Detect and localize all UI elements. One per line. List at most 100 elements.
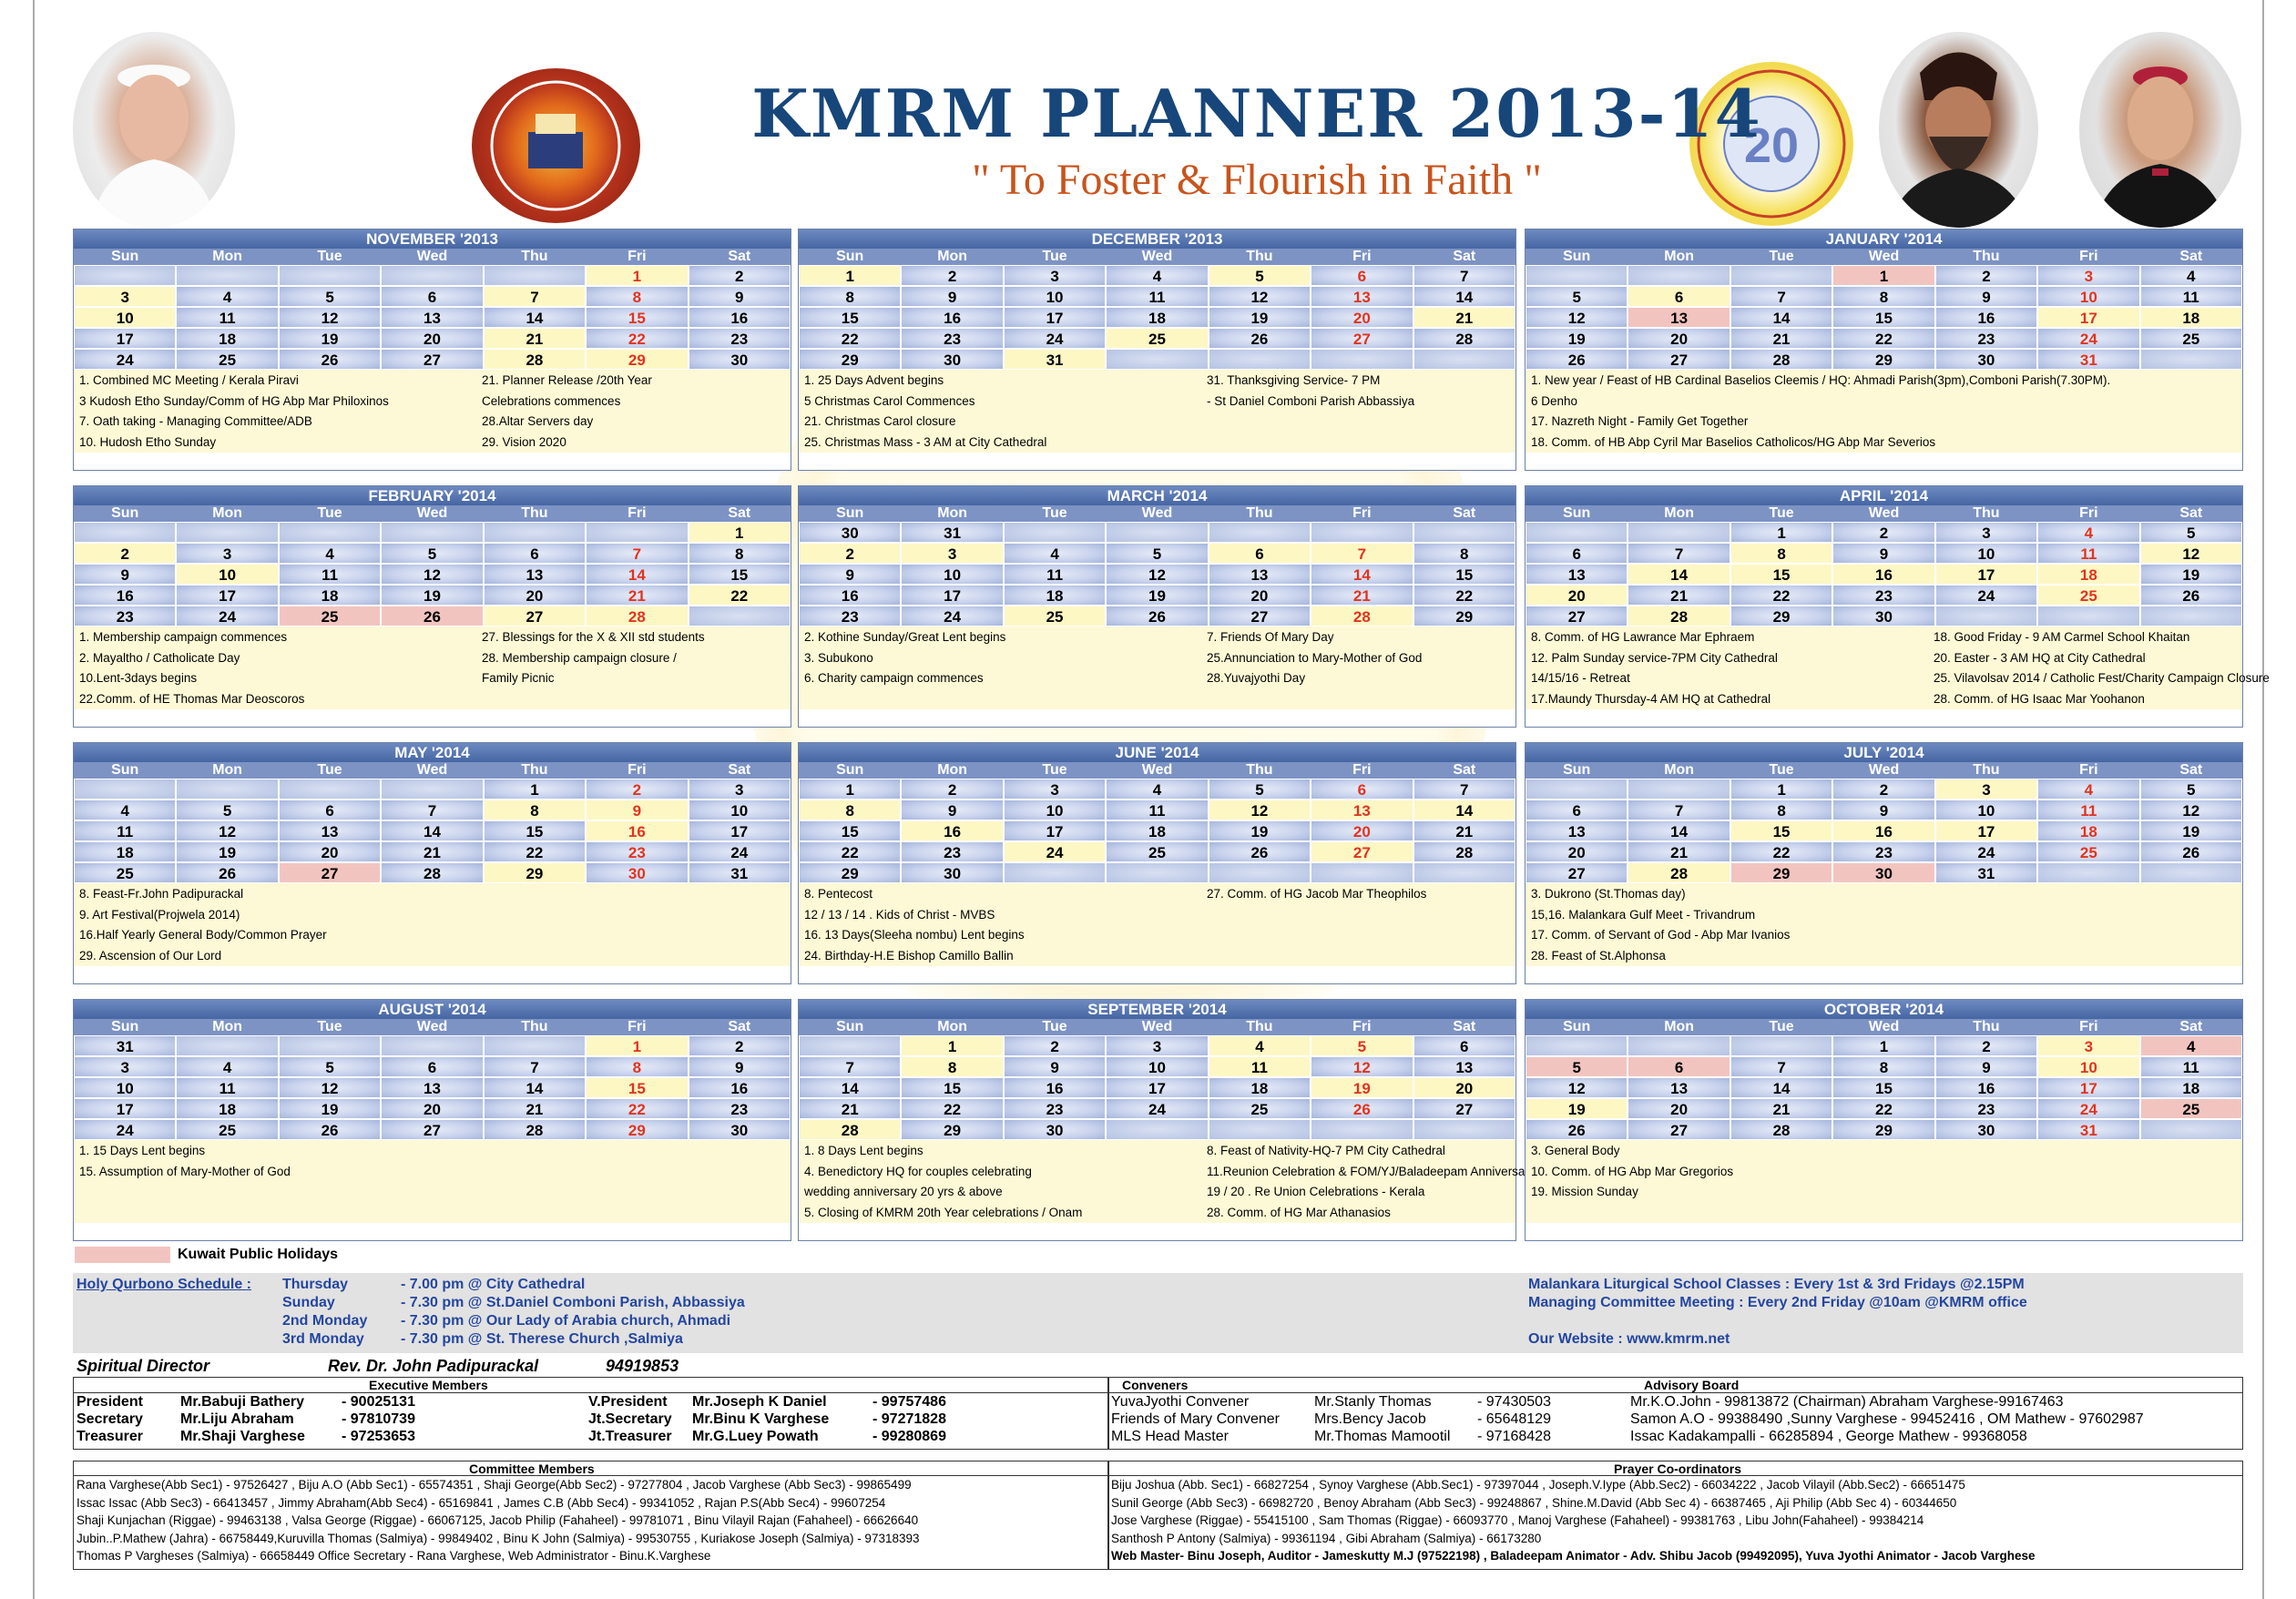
day-cell[interactable]: 30 (901, 862, 1004, 883)
day-cell[interactable]: 21 (1628, 585, 1730, 606)
day-cell[interactable]: 11 (74, 820, 177, 841)
day-cell[interactable]: 1 (901, 1035, 1004, 1056)
day-cell[interactable]: 3 (901, 543, 1004, 564)
day-cell[interactable] (1311, 522, 1413, 543)
day-cell[interactable]: 25 (2037, 585, 2140, 606)
day-cell[interactable]: 21 (1413, 820, 1515, 841)
day-cell[interactable]: 17 (2037, 1077, 2140, 1098)
day-cell[interactable]: 15 (799, 820, 902, 841)
day-cell[interactable]: 6 (1526, 543, 1628, 564)
day-cell[interactable] (2139, 1119, 2242, 1140)
day-cell[interactable]: 16 (1003, 1077, 1107, 1098)
day-cell[interactable]: 4 (278, 543, 382, 564)
day-cell[interactable]: 6 (1628, 286, 1730, 307)
day-cell[interactable]: 2 (901, 265, 1004, 286)
day-cell[interactable]: 11 (1003, 564, 1107, 585)
day-cell[interactable]: 2 (688, 265, 791, 286)
day-cell[interactable] (1208, 522, 1311, 543)
day-cell[interactable] (1526, 522, 1628, 543)
day-cell[interactable]: 30 (688, 1119, 791, 1140)
day-cell[interactable] (1413, 862, 1515, 883)
day-cell[interactable]: 15 (1730, 820, 1833, 841)
day-cell[interactable] (688, 606, 791, 626)
day-cell[interactable]: 22 (1413, 585, 1515, 606)
day-cell[interactable]: 20 (1628, 1098, 1730, 1119)
day-cell[interactable]: 11 (2139, 286, 2242, 307)
day-cell[interactable]: 28 (1730, 349, 1833, 370)
day-cell[interactable]: 30 (1003, 1119, 1107, 1140)
day-cell[interactable]: 30 (1934, 1119, 2038, 1140)
day-cell[interactable]: 17 (901, 585, 1004, 606)
day-cell[interactable]: 3 (74, 1056, 177, 1077)
day-cell[interactable]: 5 (278, 1056, 382, 1077)
day-cell[interactable]: 12 (1208, 286, 1311, 307)
day-cell[interactable]: 12 (381, 564, 484, 585)
day-cell[interactable]: 23 (901, 841, 1004, 862)
day-cell[interactable]: 11 (2037, 543, 2140, 564)
day-cell[interactable]: 25 (1003, 606, 1107, 626)
day-cell[interactable]: 19 (1526, 1098, 1628, 1119)
day-cell[interactable]: 16 (1832, 820, 1935, 841)
day-cell[interactable] (278, 779, 382, 800)
day-cell[interactable] (1003, 522, 1107, 543)
day-cell[interactable]: 27 (1311, 841, 1413, 862)
day-cell[interactable]: 11 (176, 307, 279, 328)
day-cell[interactable]: 22 (1730, 585, 1833, 606)
day-cell[interactable]: 24 (2037, 1098, 2140, 1119)
day-cell[interactable]: 22 (799, 328, 902, 349)
day-cell[interactable] (1208, 862, 1311, 883)
day-cell[interactable] (1628, 1035, 1730, 1056)
day-cell[interactable]: 31 (2037, 1119, 2140, 1140)
day-cell[interactable]: 3 (1003, 779, 1107, 800)
day-cell[interactable]: 12 (2139, 800, 2242, 820)
day-cell[interactable]: 29 (586, 1119, 689, 1140)
day-cell[interactable]: 9 (1003, 1056, 1107, 1077)
day-cell[interactable]: 30 (799, 522, 902, 543)
day-cell[interactable]: 12 (1208, 800, 1311, 820)
day-cell[interactable]: 18 (1106, 307, 1209, 328)
day-cell[interactable] (1934, 606, 2038, 626)
day-cell[interactable]: 24 (1003, 328, 1107, 349)
day-cell[interactable]: 16 (901, 307, 1004, 328)
day-cell[interactable]: 23 (586, 841, 689, 862)
day-cell[interactable]: 15 (483, 820, 587, 841)
day-cell[interactable]: 2 (586, 779, 689, 800)
day-cell[interactable]: 27 (381, 1119, 484, 1140)
day-cell[interactable]: 22 (901, 1098, 1004, 1119)
day-cell[interactable]: 14 (1413, 800, 1515, 820)
day-cell[interactable]: 26 (2139, 841, 2242, 862)
day-cell[interactable]: 8 (586, 1056, 689, 1077)
day-cell[interactable]: 9 (901, 286, 1004, 307)
day-cell[interactable]: 26 (1208, 841, 1311, 862)
day-cell[interactable]: 15 (1730, 564, 1833, 585)
day-cell[interactable]: 18 (2037, 564, 2140, 585)
day-cell[interactable] (1311, 1119, 1413, 1140)
day-cell[interactable]: 21 (586, 585, 689, 606)
day-cell[interactable]: 21 (1730, 1098, 1833, 1119)
day-cell[interactable]: 30 (586, 862, 689, 883)
day-cell[interactable]: 14 (1413, 286, 1515, 307)
day-cell[interactable]: 11 (2139, 1056, 2242, 1077)
day-cell[interactable] (1730, 1035, 1833, 1056)
day-cell[interactable]: 30 (901, 349, 1004, 370)
day-cell[interactable]: 13 (1526, 820, 1628, 841)
day-cell[interactable] (1106, 522, 1209, 543)
day-cell[interactable]: 6 (278, 800, 382, 820)
day-cell[interactable]: 2 (1003, 1035, 1107, 1056)
day-cell[interactable]: 2 (1832, 522, 1935, 543)
day-cell[interactable]: 14 (483, 307, 587, 328)
day-cell[interactable]: 22 (1832, 1098, 1935, 1119)
day-cell[interactable]: 18 (2139, 1077, 2242, 1098)
day-cell[interactable]: 5 (1526, 286, 1628, 307)
day-cell[interactable]: 28 (1628, 606, 1730, 626)
day-cell[interactable]: 19 (2139, 820, 2242, 841)
day-cell[interactable]: 9 (688, 286, 791, 307)
day-cell[interactable]: 16 (901, 820, 1004, 841)
day-cell[interactable] (1526, 779, 1628, 800)
day-cell[interactable] (483, 265, 587, 286)
day-cell[interactable]: 15 (799, 307, 902, 328)
day-cell[interactable]: 29 (483, 862, 587, 883)
day-cell[interactable]: 10 (688, 800, 791, 820)
day-cell[interactable] (1003, 862, 1107, 883)
day-cell[interactable]: 21 (1628, 841, 1730, 862)
